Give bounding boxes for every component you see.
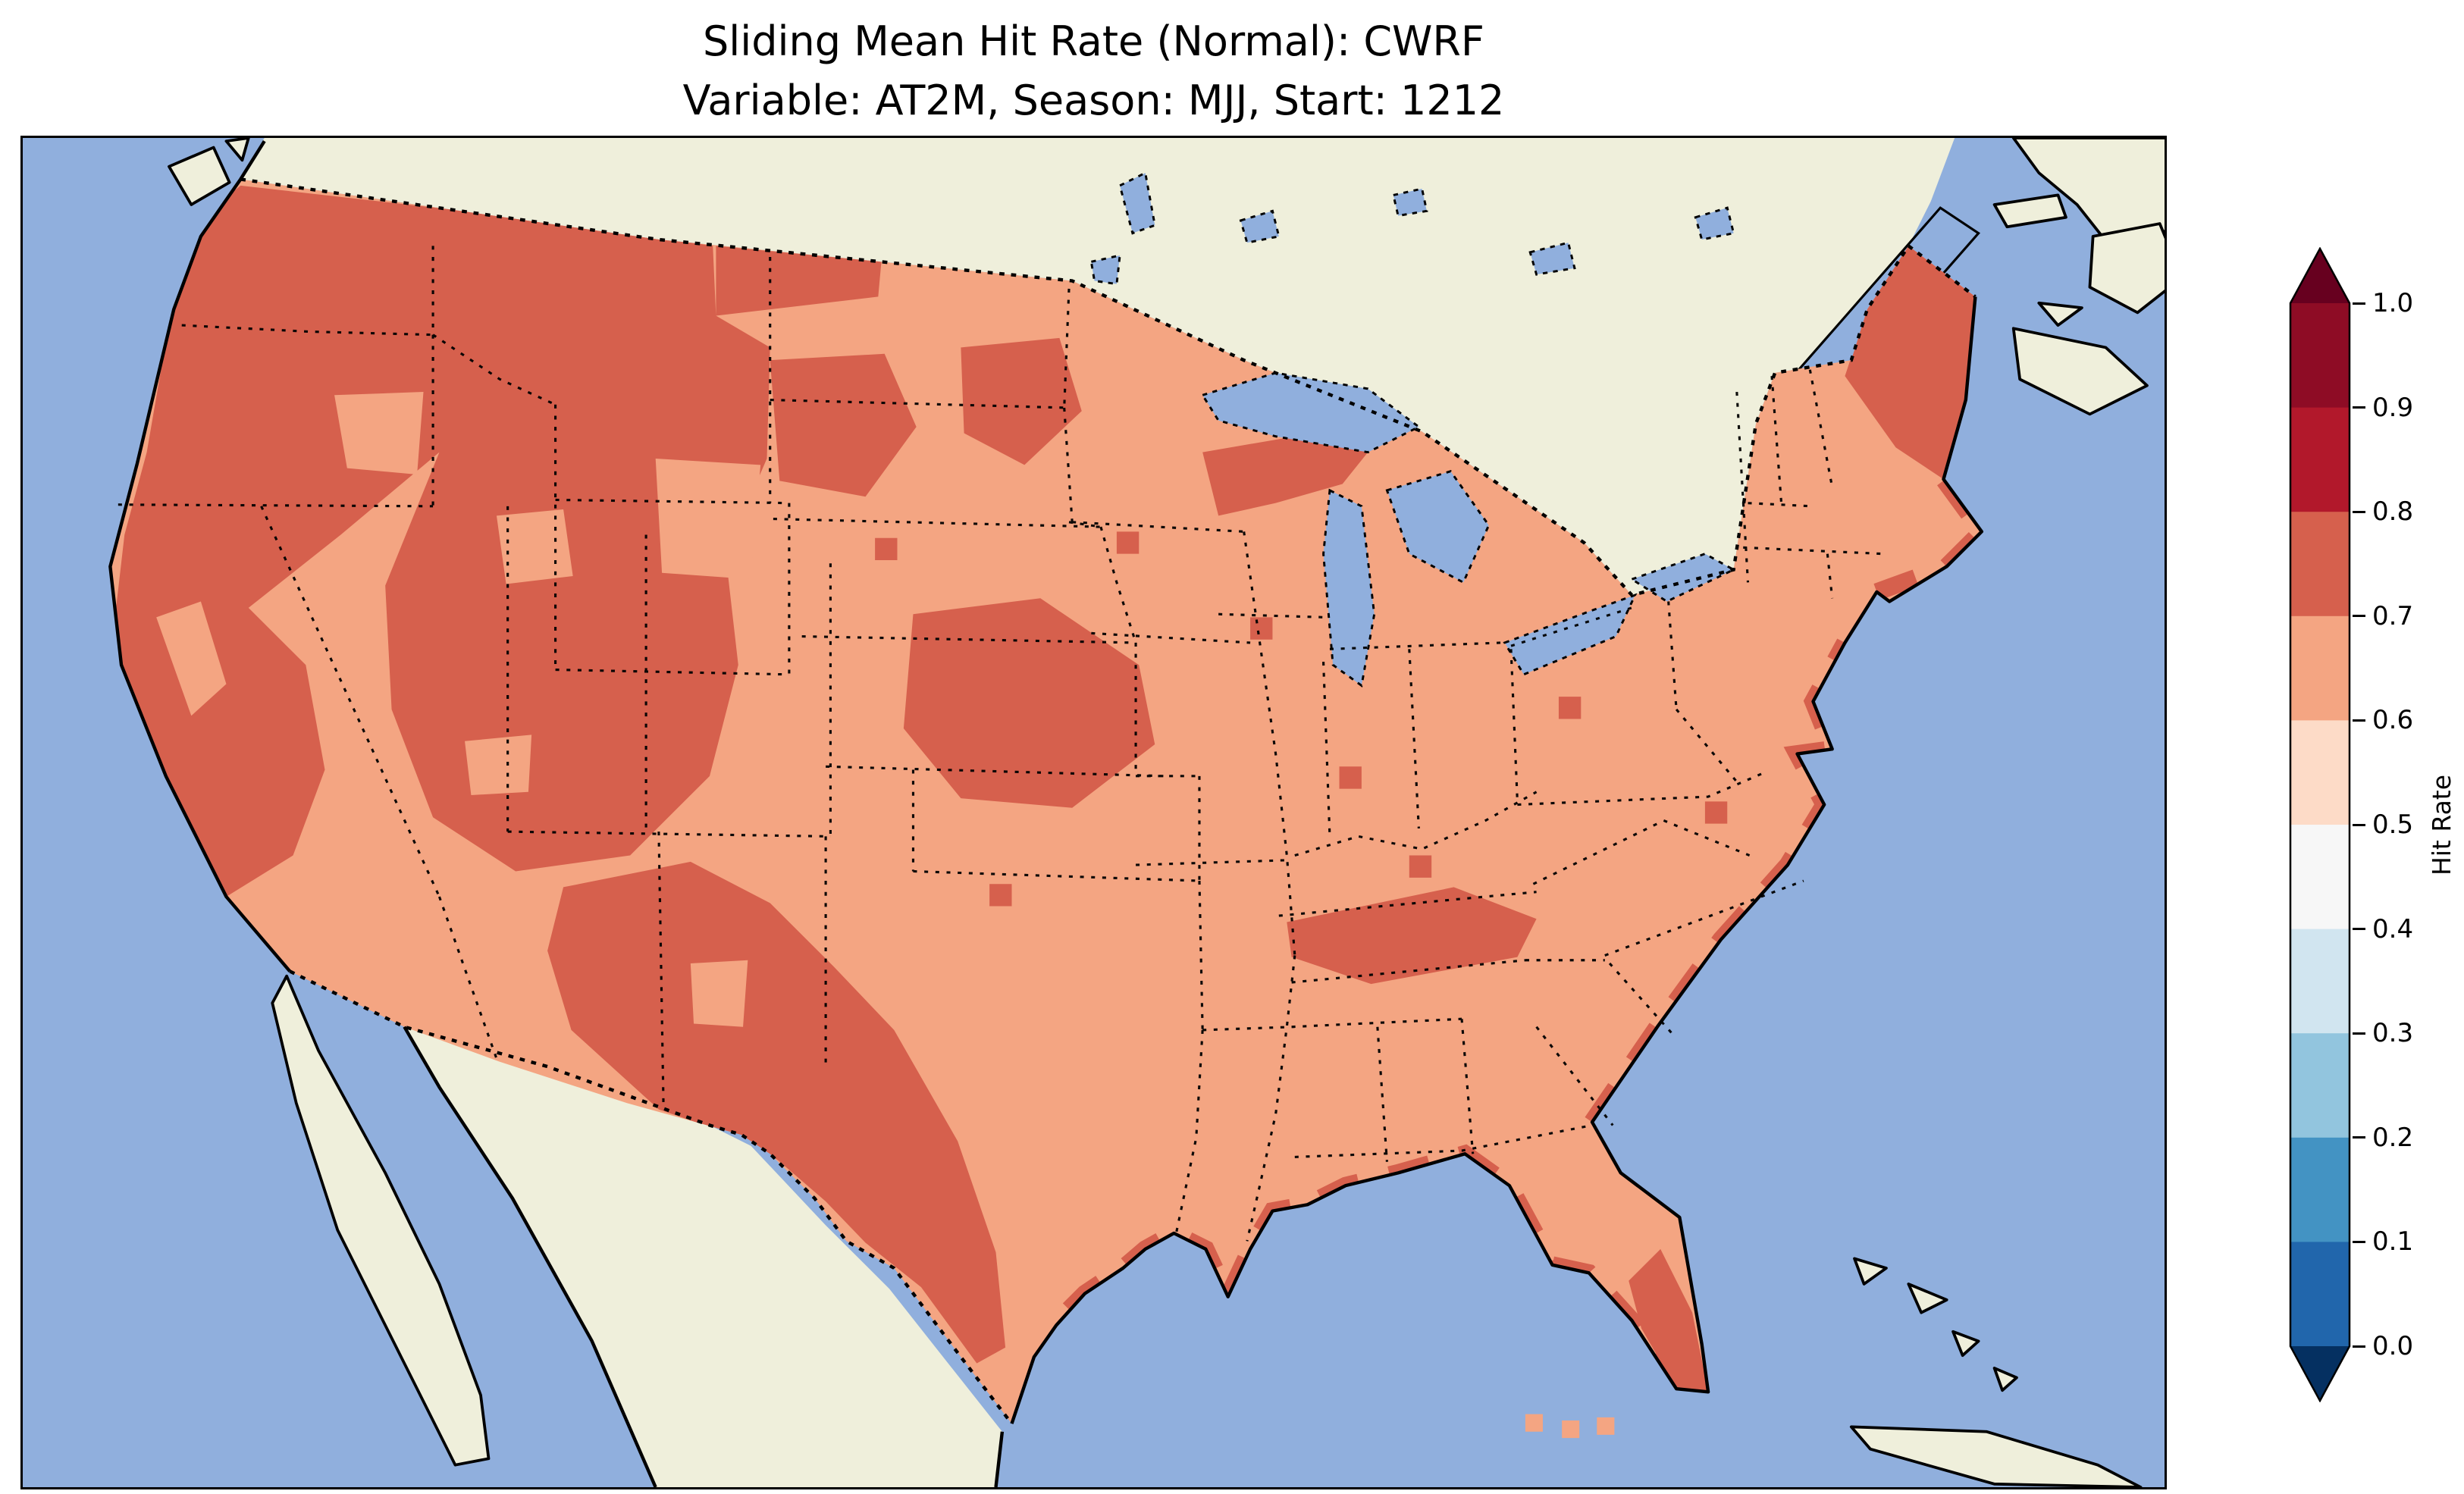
tick-label: 0.3 — [2372, 1018, 2414, 1049]
caribbean-islands — [1849, 1257, 2143, 1487]
bahamas — [1853, 1257, 2018, 1392]
colorbar-tick: 0.9 — [2353, 393, 2413, 423]
newfoundland — [2088, 222, 2165, 315]
anticosti-island — [1992, 193, 2067, 229]
cuba — [1849, 1425, 2143, 1487]
tick-mark — [2353, 615, 2365, 618]
us-hit-rate-map — [23, 138, 2165, 1487]
mexico-landmass — [271, 974, 1002, 1487]
tick-label: 0.9 — [2372, 392, 2414, 423]
colorbar-tick: 0.4 — [2353, 914, 2413, 944]
colorbar-tick: 0.1 — [2353, 1226, 2413, 1257]
northeast-canada-islands — [168, 138, 2165, 416]
colorbar — [2289, 247, 2351, 1402]
country-borders — [240, 177, 1977, 1425]
tick-mark — [2353, 1032, 2365, 1035]
state-borders — [118, 246, 1883, 1242]
colorbar-tick: 1.0 — [2353, 288, 2413, 318]
tick-mark — [2353, 1136, 2365, 1139]
colorbar-tick: 0.8 — [2353, 496, 2413, 527]
colorbar-tick: 0.0 — [2353, 1331, 2413, 1361]
canada-landmass — [240, 138, 1955, 596]
tick-mark — [2353, 928, 2365, 931]
tick-mark — [2353, 510, 2365, 513]
colorbar-label: Hit Rate — [2420, 247, 2464, 1402]
tick-mark — [2353, 406, 2365, 409]
colorbar-tick: 0.7 — [2353, 601, 2413, 631]
tick-label: 0.0 — [2372, 1331, 2414, 1361]
figure-title-block: Sliding Mean Hit Rate (Normal): CWRF Var… — [20, 12, 2167, 131]
tick-label: 0.7 — [2372, 600, 2414, 631]
tick-label: 0.6 — [2372, 705, 2414, 736]
map-axes — [20, 136, 2167, 1489]
tick-label: 0.5 — [2372, 810, 2414, 840]
florida-keys-cells — [1525, 1414, 1615, 1439]
colorbar-label-text: Hit Rate — [2427, 774, 2457, 875]
nova-scotia — [2011, 327, 2149, 416]
colorbar-ticks: 1.0 0.9 0.8 0.7 0.6 0.5 0.4 0.3 0.2 0.1 0.0 — [2353, 247, 2451, 1402]
baja-california — [271, 974, 491, 1467]
colorbar-tick: 0.2 — [2353, 1123, 2413, 1153]
tick-label: 0.8 — [2372, 496, 2414, 528]
prince-edward-island — [2037, 301, 2083, 327]
tick-mark — [2353, 823, 2365, 826]
figure-subtitle: Variable: AT2M, Season: MJJ, Start: 1212 — [682, 77, 1505, 125]
figure-title: Sliding Mean Hit Rate (Normal): CWRF — [702, 17, 1484, 65]
vancouver-island — [168, 146, 231, 206]
tick-label: 0.4 — [2372, 913, 2414, 944]
tick-mark — [2353, 1345, 2365, 1348]
colorbar-tick: 0.3 — [2353, 1018, 2413, 1048]
tick-mark — [2353, 302, 2365, 305]
tick-mark — [2353, 1240, 2365, 1243]
tick-label: 0.2 — [2372, 1122, 2414, 1153]
tick-label: 0.1 — [2372, 1226, 2414, 1258]
coastlines — [108, 140, 1984, 1487]
tick-label: 1.0 — [2372, 288, 2414, 318]
colorbar-tick: 0.6 — [2353, 705, 2413, 735]
great-lakes — [1089, 171, 1736, 688]
colorbar-tick: 0.5 — [2353, 810, 2413, 840]
tick-mark — [2353, 719, 2365, 722]
